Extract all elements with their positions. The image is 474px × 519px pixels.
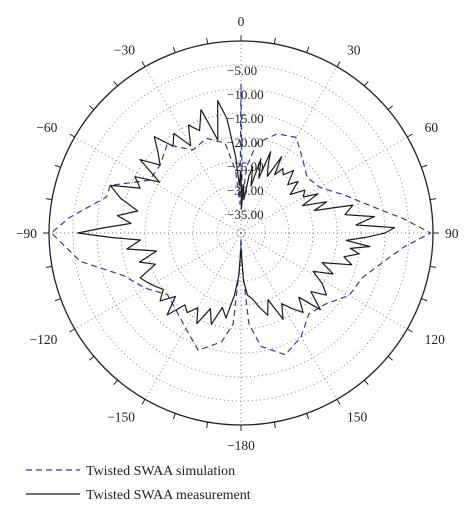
angular-tick-label: 150	[347, 410, 368, 425]
polar-grid	[43, 35, 439, 431]
outer-tick-mark	[387, 105, 393, 110]
angular-tick-label: −120	[30, 332, 58, 347]
outer-tick-mark	[69, 328, 75, 333]
radial-tick-label: −35.00	[227, 207, 264, 222]
outer-tick-mark	[364, 379, 369, 385]
angular-grid-spoke	[240, 136, 408, 234]
radial-tick-label: −30.00	[227, 183, 264, 198]
outer-tick-mark	[172, 413, 176, 420]
outer-tick-mark	[45, 198, 53, 201]
angular-tick-labels: 0 30 60 90 120 150 −180 −150 −120 −90 −60 −30	[16, 14, 459, 453]
angular-grid-spoke	[240, 232, 338, 400]
outer-tick-mark	[273, 37, 276, 45]
outer-tick-mark	[89, 105, 95, 110]
outer-tick-mark	[172, 46, 176, 53]
outer-tick-mark	[54, 164, 61, 168]
outer-tick-mark	[429, 265, 437, 268]
outer-tick-mark	[273, 421, 276, 429]
outer-circle	[48, 40, 434, 426]
outer-tick-mark	[45, 265, 53, 268]
outer-tick-mark	[306, 413, 310, 420]
angular-tick-label: −180	[227, 438, 255, 453]
outer-tick-mark	[407, 328, 413, 333]
angular-grid-spoke	[240, 232, 408, 330]
legend-label-measurement: Twisted SWAA measurement	[86, 488, 251, 503]
outer-tick-mark	[421, 164, 428, 168]
angular-tick-label: −30	[114, 42, 135, 57]
outer-tick-mark	[429, 198, 437, 201]
angular-tick-label: 120	[425, 332, 446, 347]
angular-grid-spoke	[240, 66, 338, 234]
legend: Twisted SWAA simulation Twisted SWAA mea…	[26, 464, 251, 503]
angular-tick-label: −60	[36, 120, 57, 135]
series-line-measurement	[77, 100, 396, 325]
outer-tick-mark	[387, 356, 393, 361]
angular-tick-label: 0	[238, 14, 245, 29]
outer-tick-mark	[89, 356, 95, 361]
series-lines	[50, 83, 432, 356]
outer-tick-mark	[206, 421, 209, 429]
outer-tick-mark	[336, 61, 341, 67]
angular-grid-spoke	[144, 232, 242, 400]
outer-tick-mark	[306, 46, 310, 53]
radial-tick-labels: −5.00 −10.00 −15.00 −20.00 −25.00 −30.00 −35.0…	[227, 63, 264, 222]
outer-tick-mark	[113, 81, 118, 87]
outer-tick-mark	[54, 298, 61, 302]
radial-tick-label: −5.00	[227, 63, 257, 78]
radial-tick-label: −20.00	[227, 135, 264, 150]
outer-tick-mark	[69, 133, 75, 138]
angular-tick-label: −90	[16, 226, 37, 241]
angular-tick-label: 90	[445, 226, 459, 241]
radial-tick-label: −10.00	[227, 87, 264, 102]
radial-tick-label: −15.00	[227, 111, 264, 126]
outer-tick-mark	[206, 37, 209, 45]
legend-label-simulation: Twisted SWAA simulation	[86, 464, 235, 479]
outer-tick-mark	[364, 81, 369, 87]
outer-tick-mark	[336, 399, 341, 405]
outer-tick-mark	[141, 399, 146, 405]
angular-tick-label: 30	[347, 42, 361, 57]
outer-tick-mark	[421, 298, 428, 302]
outer-tick-mark	[407, 133, 413, 138]
angular-tick-label: 60	[425, 120, 439, 135]
angular-grid-spoke	[74, 232, 242, 330]
angular-grid-spoke	[74, 136, 242, 234]
outer-tick-mark	[141, 61, 146, 67]
outer-tick-mark	[113, 379, 118, 385]
angular-tick-label: −150	[107, 410, 135, 425]
radial-tick-label: −25.00	[227, 159, 264, 174]
